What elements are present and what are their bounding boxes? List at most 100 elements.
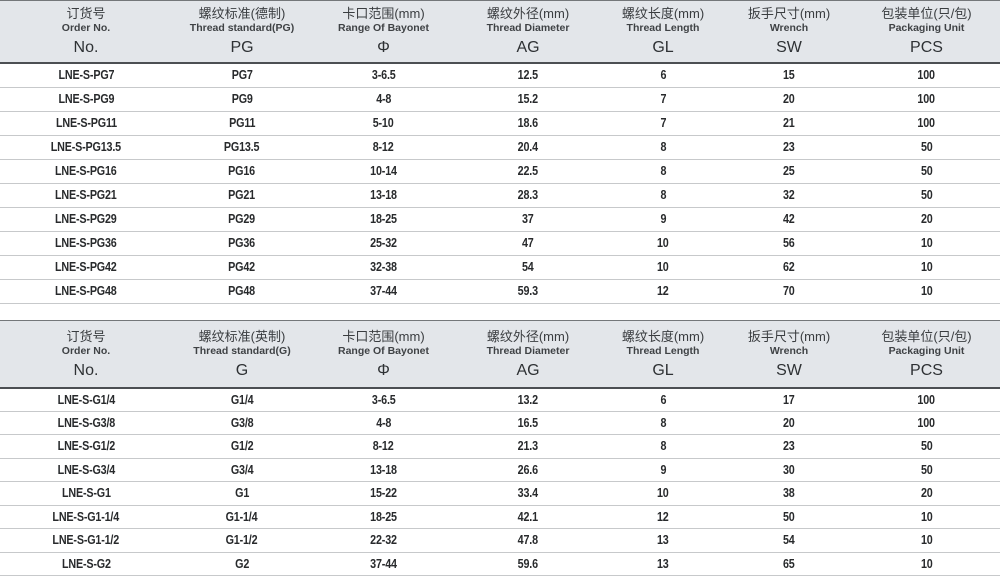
cell-value: 10 xyxy=(920,533,933,548)
cell-bayonet-range: 22-32 xyxy=(312,528,455,553)
cell-bayonet-range: 13-18 xyxy=(312,183,455,208)
cell-thread-length: 9 xyxy=(601,458,725,482)
cell-value: LNE-S-PG42 xyxy=(55,260,117,274)
cell-value: PG29 xyxy=(228,212,256,226)
cell-packaging-unit: 10 xyxy=(853,231,1000,256)
table-row: LNE-S-PG9 PG9 4-8 15.2 7 20 100 xyxy=(0,87,1000,112)
cell-value: PG36 xyxy=(228,236,256,250)
cell-bayonet-range: 37-44 xyxy=(312,279,455,304)
cell-value: 20 xyxy=(783,92,795,106)
table-row: LNE-S-PG48 PG48 37-44 59.3 12 70 10 xyxy=(0,279,1000,304)
cell-value: LNE-S-PG29 xyxy=(55,212,117,226)
cell-bayonet-range: 18-25 xyxy=(312,207,455,232)
cell-value: 62 xyxy=(783,260,795,274)
col-label-cn: 扳手尺寸(mm) xyxy=(747,328,831,344)
cell-thread-standard: G1-1/4 xyxy=(172,505,312,529)
cell-value: 38 xyxy=(783,486,795,501)
cell-packaging-unit: 100 xyxy=(853,387,1000,412)
cell-value: 13 xyxy=(657,556,669,571)
cell-value: 8 xyxy=(660,140,666,154)
col-symbol: No. xyxy=(73,39,99,56)
cell-value: 100 xyxy=(917,116,936,130)
cell-value: 10 xyxy=(657,236,669,250)
cell-bayonet-range: 8-12 xyxy=(312,434,455,459)
col-label-en: Thread Diameter xyxy=(486,344,570,357)
cell-value: 10 xyxy=(920,509,933,524)
cell-value: 7 xyxy=(660,116,666,130)
cell-thread-standard: PG13.5 xyxy=(172,135,312,160)
col-header-thread-length: 螺纹长度(mm) Thread Length GL xyxy=(601,0,725,64)
cell-packaging-unit: 20 xyxy=(853,481,1000,506)
col-label-en: Packaging Unit xyxy=(888,344,965,357)
cell-thread-diameter: 59.3 xyxy=(455,279,601,304)
cell-wrench-size: 42 xyxy=(725,207,853,232)
col-label-cn: 螺纹标准(德制) xyxy=(198,6,286,21)
cell-value: 20 xyxy=(920,212,933,226)
cell-value: 8 xyxy=(660,164,666,178)
cell-value: 37 xyxy=(522,212,534,226)
cell-bayonet-range: 25-32 xyxy=(312,231,455,256)
cell-value: LNE-S-PG16 xyxy=(55,164,117,178)
cell-value: LNE-S-G1-1/2 xyxy=(52,533,120,548)
cell-thread-length: 6 xyxy=(601,63,725,88)
col-header-bayonet-range: 卡口范围(mm) Range Of Bayonet Φ xyxy=(312,0,455,64)
cell-packaging-unit: 10 xyxy=(853,279,1000,304)
cell-bayonet-range: 10-14 xyxy=(312,159,455,184)
cell-value: 13.2 xyxy=(517,392,539,407)
cell-thread-standard: PG42 xyxy=(172,255,312,280)
col-label-en: Order No. xyxy=(61,22,111,34)
cell-thread-standard: PG48 xyxy=(172,279,312,304)
cell-thread-length: 12 xyxy=(601,505,725,529)
cell-value: 20 xyxy=(920,486,933,501)
table-row: LNE-S-PG42 PG42 32-38 54 10 62 10 xyxy=(0,255,1000,280)
col-symbol: GL xyxy=(652,39,674,56)
cell-value: 15-22 xyxy=(370,486,397,501)
cell-value: LNE-S-PG21 xyxy=(55,188,117,202)
cell-value: 9 xyxy=(660,462,666,477)
col-label-cn: 卡口范围(mm) xyxy=(342,6,425,21)
cell-value: 10-14 xyxy=(370,164,397,178)
cell-value: PG21 xyxy=(228,188,256,202)
cell-value: 8 xyxy=(660,439,666,454)
table-row: LNE-S-PG11 PG11 5-10 18.6 7 21 100 xyxy=(0,111,1000,136)
cell-value: 50 xyxy=(920,140,933,154)
cell-thread-diameter: 28.3 xyxy=(455,183,601,208)
cell-order-no: LNE-S-G2 xyxy=(0,552,172,576)
cell-value: 59.3 xyxy=(517,284,539,298)
cell-value: 15 xyxy=(783,68,795,83)
cell-value: PG42 xyxy=(228,260,256,274)
cell-value: 56 xyxy=(783,236,795,250)
cell-value: 6 xyxy=(660,392,666,407)
cell-value: PG7 xyxy=(231,68,253,83)
cell-value: LNE-S-G3/8 xyxy=(57,415,115,430)
cell-value: 8 xyxy=(660,188,666,202)
cell-wrench-size: 25 xyxy=(725,159,853,184)
cell-value: 47.8 xyxy=(517,533,539,548)
cell-value: LNE-S-G2 xyxy=(61,556,111,571)
cell-value: PG13.5 xyxy=(224,140,260,154)
col-header-thread-standard: 螺纹标准(英制) Thread standard(G) G xyxy=(172,319,312,389)
cell-thread-standard: G3/4 xyxy=(172,458,312,482)
cell-packaging-unit: 100 xyxy=(853,87,1000,112)
cell-thread-standard: G2 xyxy=(172,552,312,576)
table-header: 订货号 Order No. No. 螺纹标准(英制) Thread standard(G… xyxy=(0,319,1000,389)
cell-order-no: LNE-S-PG36 xyxy=(0,231,172,256)
cell-thread-length: 8 xyxy=(601,159,725,184)
cell-value: G2 xyxy=(234,556,250,571)
cell-thread-diameter: 15.2 xyxy=(455,87,601,112)
col-symbol: AG xyxy=(516,361,540,379)
cell-value: G3/8 xyxy=(230,415,254,430)
cell-packaging-unit: 10 xyxy=(853,552,1000,576)
cell-thread-length: 7 xyxy=(601,111,725,136)
cell-value: 26.6 xyxy=(517,462,539,477)
cell-value: 65 xyxy=(783,556,795,571)
cell-value: 50 xyxy=(920,462,933,477)
col-header-order-no: 订货号 Order No. No. xyxy=(0,0,172,64)
cell-wrench-size: 30 xyxy=(725,458,853,482)
col-label-en: Thread standard(G) xyxy=(193,344,291,357)
col-symbol: No. xyxy=(73,361,99,379)
cell-thread-standard: PG21 xyxy=(172,183,312,208)
cell-wrench-size: 65 xyxy=(725,552,853,576)
cell-value: 37-44 xyxy=(370,284,397,298)
cell-value: LNE-S-PG13.5 xyxy=(50,140,122,154)
